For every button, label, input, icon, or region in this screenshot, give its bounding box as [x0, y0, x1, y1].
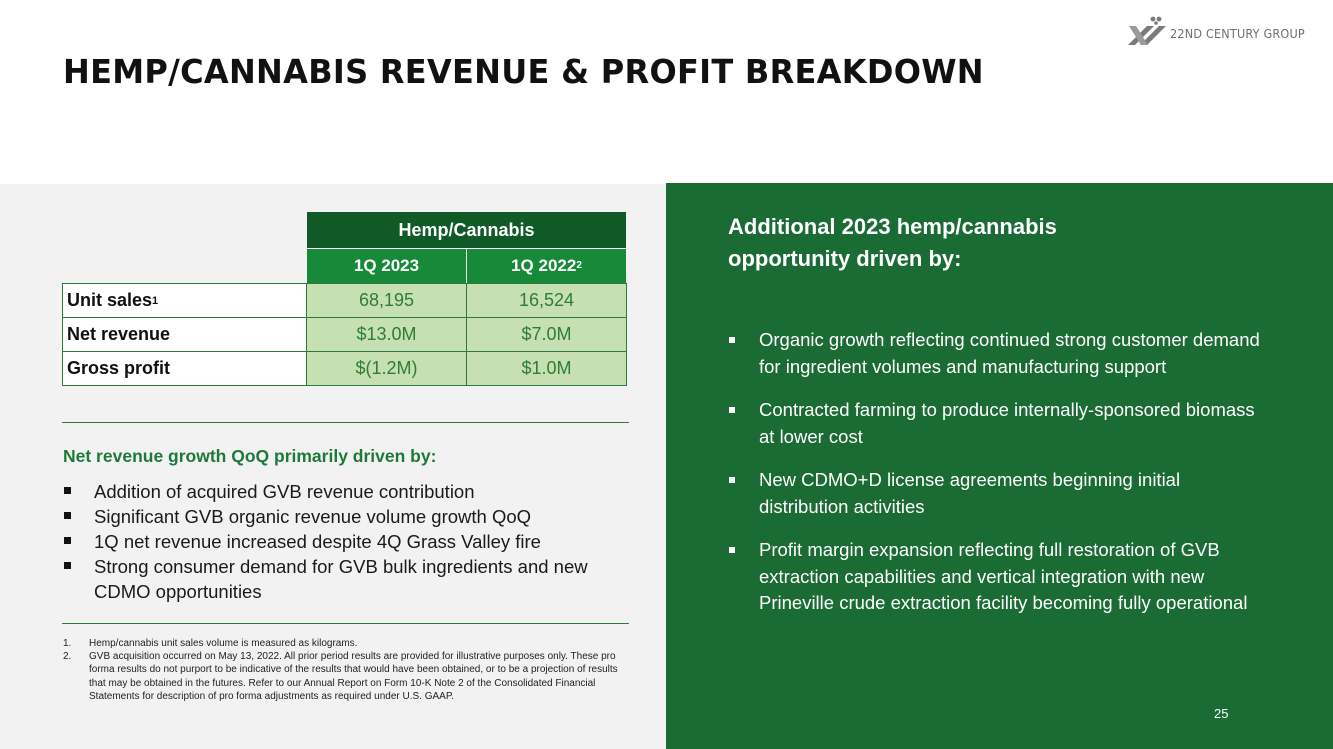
footnote: 1. Hemp/cannabis unit sales volume is mea…	[63, 637, 623, 650]
list-item: Significant GVB organic revenue volume g…	[63, 504, 623, 529]
right-section-heading: Additional 2023 hemp/cannabis opportunit…	[728, 214, 1057, 271]
list-item: 1Q net revenue increased despite 4Q Gras…	[63, 529, 623, 554]
financial-table: Unit sales 1 68,195 16,524 Net revenue $1…	[62, 283, 627, 386]
table-row: Gross profit $(1.2M) $1.0M	[62, 352, 627, 386]
divider	[62, 623, 629, 624]
list-item: Profit margin expansion reflecting full …	[728, 537, 1268, 617]
table-cell: $(1.2M)	[307, 352, 467, 385]
footnote-text: Hemp/cannabis unit sales volume is measu…	[89, 638, 358, 649]
row-label: Gross profit	[63, 352, 307, 385]
divider	[62, 422, 629, 423]
table-cell: 68,195	[307, 284, 467, 317]
table-row: Unit sales 1 68,195 16,524	[62, 283, 627, 318]
right-bullet-list: Organic growth reflecting continued stro…	[728, 327, 1268, 634]
list-item: Contracted farming to produce internally…	[728, 397, 1268, 450]
table-column-header: 1Q 2023	[307, 248, 467, 283]
row-label: Net revenue	[63, 318, 307, 351]
left-section-heading: Net revenue growth QoQ primarily driven …	[63, 446, 437, 466]
table-cell: $7.0M	[467, 318, 626, 351]
page-title: HEMP/CANNABIS REVENUE & PROFIT BREAKDOWN	[63, 52, 984, 91]
footnote-text: GVB acquisition occurred on May 13, 2022…	[89, 651, 618, 702]
list-item: Strong consumer demand for GVB bulk ingr…	[63, 554, 623, 604]
logo-text: 22ND CENTURY GROUP	[1170, 25, 1305, 41]
table-row: Net revenue $13.0M $7.0M	[62, 318, 627, 352]
footnote-number: 1.	[63, 638, 72, 649]
table-cell: $1.0M	[467, 352, 626, 385]
right-panel	[666, 183, 1333, 749]
table-column-headers: 1Q 2023 1Q 2022 2	[307, 248, 626, 283]
table-group-header: Hemp/Cannabis	[307, 212, 626, 248]
footnotes: 1. Hemp/cannabis unit sales volume is mea…	[63, 637, 623, 703]
table-column-header: 1Q 2022 2	[467, 248, 626, 283]
xxii-logo-icon	[1128, 16, 1166, 45]
list-item: Addition of acquired GVB revenue contrib…	[63, 479, 623, 504]
table-cell: 16,524	[467, 284, 626, 317]
table-cell: $13.0M	[307, 318, 467, 351]
list-item: Organic growth reflecting continued stro…	[728, 327, 1268, 380]
left-bullet-list: Addition of acquired GVB revenue contrib…	[63, 479, 623, 604]
list-item: New CDMO+D license agreements beginning …	[728, 467, 1268, 520]
footnote: 2. GVB acquisition occurred on May 13, 20…	[63, 650, 623, 703]
row-label: Unit sales 1	[63, 284, 307, 317]
footnote-number: 2.	[63, 651, 72, 663]
company-logo: 22ND CENTURY GROUP	[1126, 14, 1316, 48]
page-number: 25	[1214, 706, 1229, 721]
